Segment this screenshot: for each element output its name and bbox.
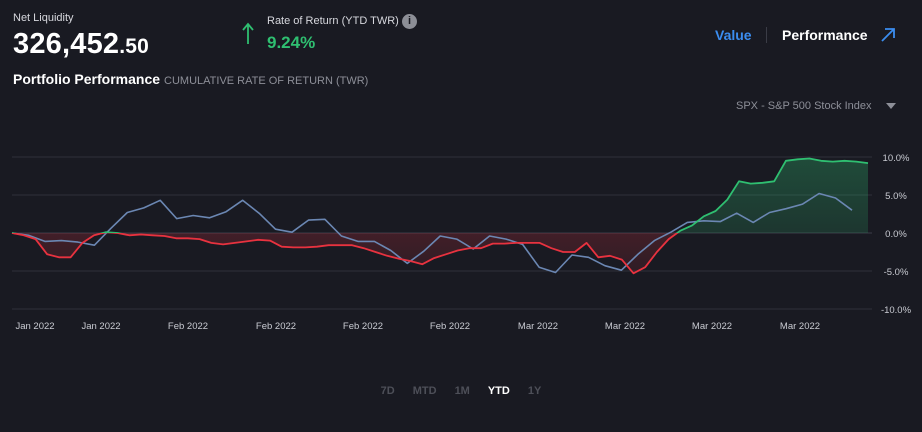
period-selector: 7D MTD 1M YTD 1Y (0, 385, 922, 397)
rate-of-return-value: 9.24% (267, 33, 316, 52)
rate-of-return-label: Rate of Return (YTD TWR) (267, 15, 399, 27)
period-7d[interactable]: 7D (380, 385, 395, 397)
chevron-down-icon[interactable] (886, 102, 896, 110)
benchmark-select[interactable]: SPX - S&P 500 Stock Index (736, 100, 872, 112)
x-tick-label: Mar 2022 (692, 321, 732, 332)
period-1y[interactable]: 1Y (527, 385, 542, 397)
x-tick-label: Mar 2022 (780, 321, 820, 332)
benchmark-line (11, 192, 853, 274)
x-tick-label: Feb 2022 (256, 321, 296, 332)
y-tick-label: 5.0% (885, 191, 907, 202)
tab-divider (766, 27, 767, 43)
info-icon[interactable]: i (402, 14, 417, 29)
net-liquidity-whole: 326,452 (13, 28, 120, 60)
portfolio-line-negative (11, 233, 679, 275)
portfolio-subtitle: CUMULATIVE RATE OF RETURN (TWR) (164, 75, 369, 87)
expand-arrow-icon[interactable] (880, 27, 896, 43)
tab-performance[interactable]: Performance (782, 27, 868, 43)
net-liquidity-cents: .50 (119, 35, 150, 58)
y-tick-label: -5.0% (884, 267, 909, 278)
period-ytd[interactable]: YTD (487, 385, 510, 397)
x-tick-label: Mar 2022 (605, 321, 645, 332)
arrow-up-icon (242, 22, 254, 44)
x-tick-label: Jan 2022 (81, 321, 120, 332)
net-liquidity-value: 326,452.50 (13, 28, 149, 61)
x-tick-label: Mar 2022 (518, 321, 558, 332)
net-liquidity-label: Net Liquidity (13, 12, 74, 24)
portfolio-positive-area (12, 158, 868, 233)
tab-value[interactable]: Value (715, 27, 752, 43)
page-title: Portfolio Performance CUMULATIVE RATE OF … (13, 71, 368, 87)
y-tick-label: 10.0% (883, 153, 910, 164)
period-1m[interactable]: 1M (454, 385, 470, 397)
x-tick-label: Jan 2022 (15, 321, 54, 332)
x-tick-label: Feb 2022 (343, 321, 383, 332)
performance-chart[interactable]: 10.0% 5.0% 0.0% -5.0% -10.0% Jan 2022 Jan 2022… (0, 145, 922, 335)
y-tick-label: -10.0% (881, 305, 912, 316)
x-tick-label: Feb 2022 (430, 321, 470, 332)
period-mtd[interactable]: MTD (412, 385, 437, 397)
portfolio-title: Portfolio Performance (13, 71, 161, 87)
y-tick-label: 0.0% (885, 229, 907, 240)
x-tick-label: Feb 2022 (168, 321, 208, 332)
portfolio-line-positive (12, 157, 869, 233)
portfolio-negative-area (12, 233, 868, 274)
